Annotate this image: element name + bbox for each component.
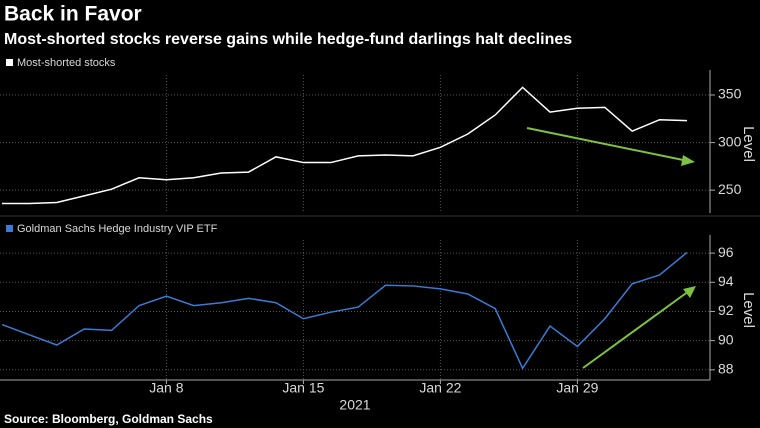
x-tick-label: Jan 15 (282, 380, 324, 396)
y-tick-label: 88 (718, 360, 734, 376)
legend-swatch (6, 59, 13, 66)
y-tick-label: 92 (718, 302, 734, 318)
annotation-arrow (582, 286, 696, 369)
annotation-arrow (526, 127, 695, 166)
y-axis-label: Level (740, 126, 757, 162)
x-tick-label: Jan 8 (149, 380, 183, 396)
x-tick-label: Jan 22 (419, 380, 461, 396)
legend-swatch (6, 225, 13, 232)
y-tick-label: 96 (718, 244, 734, 260)
line-series (1, 251, 688, 370)
y-tick-label: 250 (718, 181, 742, 197)
y-axis-label: Level (740, 292, 757, 328)
source: Source: Bloomberg, Goldman Sachs (4, 412, 213, 426)
legend-label: Most-shorted stocks (17, 57, 116, 69)
legend-label: Goldman Sachs Hedge Industry VIP ETF (17, 223, 218, 235)
y-tick-label: 90 (718, 331, 734, 347)
x-tick-label: Jan 29 (556, 380, 598, 396)
plot-area: 250 300 350 Level Most-shorted stocks 88 90 92 9… (0, 57, 757, 413)
y-tick-label: 94 (718, 273, 734, 289)
x-axis-label: 2021 (339, 397, 370, 413)
line-series (2, 86, 688, 205)
y-tick-label: 350 (718, 86, 742, 102)
y-tick-label: 300 (718, 133, 742, 149)
chart-title: Back in Favor (4, 3, 142, 26)
chart-subtitle: Most-shorted stocks reverse gains while … (4, 31, 572, 48)
